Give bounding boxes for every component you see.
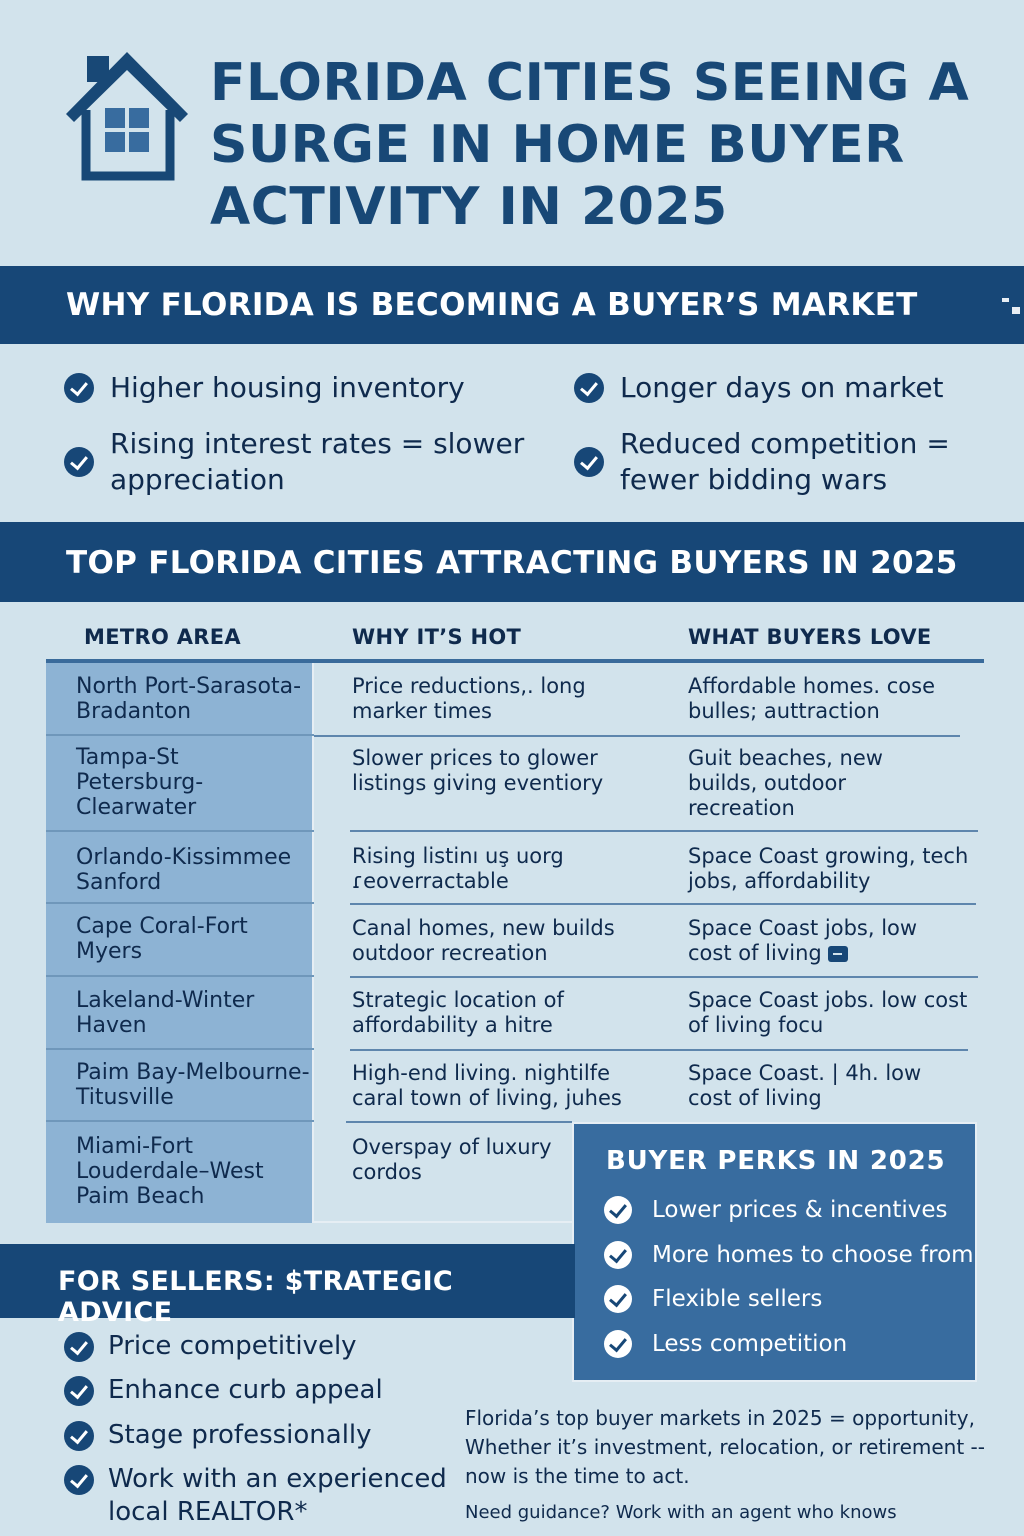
seller-tip: Enhance curb appeal bbox=[64, 1374, 383, 1407]
check-circle-icon bbox=[574, 447, 604, 477]
why-hot-cell: Strategic location of affordability a hi… bbox=[352, 988, 564, 1037]
metro-cell: Cape Coral-Fort Myers bbox=[76, 914, 248, 964]
why-hot-cell: Canal homes, new builds outdoor recreati… bbox=[352, 916, 615, 965]
row-divider bbox=[314, 735, 960, 737]
metro-cell: Miami-Fort Louderdale–West Paim Beach bbox=[76, 1134, 264, 1209]
seller-tip-text: Price competitively bbox=[108, 1331, 357, 1361]
seller-tip-text: Stage professionally bbox=[108, 1420, 372, 1450]
seller-tip: Price competitively bbox=[64, 1330, 357, 1363]
seller-tip: Work with an experienced local REALTOR* bbox=[64, 1463, 454, 1529]
buyers-love-cell: Space Coast jobs. low cost of living foc… bbox=[688, 988, 968, 1037]
seller-tip: Stage professionally bbox=[64, 1419, 372, 1452]
row-divider bbox=[350, 1049, 968, 1051]
why-item: Reduced competition = fewer bidding wars bbox=[574, 426, 994, 498]
why-hot-cell: Rising listinı uş uorg ɾeoverractable bbox=[352, 844, 564, 893]
why-section-banner: WHY FLORIDA IS BECOMING A BUYER’S MARKET bbox=[0, 266, 1024, 344]
why-hot-cell: Price reductions,. long marker times bbox=[352, 674, 586, 723]
seller-tip-text: Work with an experienced local REALTOR* bbox=[108, 1464, 447, 1527]
page-title: FLORIDA CITIES SEEING A SURGE IN HOME BU… bbox=[210, 53, 970, 237]
metro-cell: Paim Bay-Melbourne-Titusville bbox=[46, 1050, 314, 1122]
check-circle-icon bbox=[64, 1465, 94, 1495]
perk-text: Flexible sellers bbox=[652, 1286, 823, 1312]
row-divider bbox=[350, 903, 976, 905]
card-icon bbox=[827, 946, 848, 962]
perk-text: More homes to choose from bbox=[652, 1242, 974, 1268]
check-circle-icon bbox=[604, 1285, 632, 1313]
column-header-metro: METRO AREA bbox=[84, 625, 241, 649]
why-item-text: Higher housing inventory bbox=[110, 371, 465, 404]
check-circle-icon bbox=[604, 1330, 632, 1358]
metro-cell: Tampa-St Petersburg-Clearwater bbox=[76, 745, 204, 820]
check-circle-icon bbox=[64, 1376, 94, 1406]
header-divider bbox=[46, 659, 984, 663]
perk-item: More homes to choose from bbox=[604, 1241, 974, 1269]
check-circle-icon bbox=[64, 1332, 94, 1362]
perks-heading: BUYER PERKS IN 2025 bbox=[606, 1146, 946, 1176]
buyers-love-cell: Space Coast jobs, low cost of living bbox=[688, 916, 958, 966]
why-item: Rising interest rates = slower appreciat… bbox=[64, 426, 544, 498]
row-divider bbox=[350, 976, 978, 978]
check-circle-icon bbox=[64, 447, 94, 477]
row-divider bbox=[350, 830, 978, 832]
decorative-dots bbox=[1000, 296, 1020, 316]
metro-cell: Lakeland-Winter Haven bbox=[76, 988, 255, 1038]
check-circle-icon bbox=[574, 373, 604, 403]
cities-section-banner: TOP FLORIDA CITIES ATTRACTING BUYERS IN … bbox=[0, 522, 1024, 602]
why-item-text: Rising interest rates = slower appreciat… bbox=[110, 427, 525, 496]
check-circle-icon bbox=[604, 1196, 632, 1224]
perk-text: Less competition bbox=[652, 1331, 848, 1357]
sellers-section-heading: FOR SELLERS: $TRATEGIC ADVICE bbox=[58, 1266, 454, 1328]
cities-section-heading: TOP FLORIDA CITIES ATTRACTING BUYERS IN … bbox=[66, 545, 958, 581]
perk-item: Lower prices & incentives bbox=[604, 1196, 948, 1224]
closing-paragraph: Florida’s top buyer markets in 2025 = op… bbox=[465, 1406, 985, 1488]
why-item-text: Longer days on market bbox=[620, 371, 944, 404]
buyers-love-cell: Guit beaches, new builds, outdoor recrea… bbox=[688, 746, 883, 820]
check-circle-icon bbox=[64, 373, 94, 403]
buyers-love-cell: Affordable homes. cose bulles; auttracti… bbox=[688, 674, 935, 723]
why-item-text: Reduced competition = fewer bidding wars bbox=[620, 427, 950, 496]
metro-cell: North Port-Sarasota-Bradanton bbox=[46, 663, 314, 736]
buyers-love-cell: Space Coast growing, tech jobs, affordab… bbox=[688, 844, 969, 893]
column-header-why-hot: WHY IT’S HOT bbox=[352, 625, 522, 649]
why-hot-cell: Overspay of luxury cordos bbox=[352, 1135, 552, 1184]
row-divider bbox=[346, 1121, 572, 1123]
column-header-buyers-love: WHAT BUYERS LOVE bbox=[688, 625, 932, 649]
seller-tip-text: Enhance curb appeal bbox=[108, 1375, 383, 1405]
perk-item: Flexible sellers bbox=[604, 1285, 822, 1313]
why-hot-cell: Slower prices to glower listings giving … bbox=[352, 746, 604, 795]
check-circle-icon bbox=[64, 1421, 94, 1451]
row-divider bbox=[314, 1221, 574, 1223]
check-circle-icon bbox=[604, 1241, 632, 1269]
metro-column: North Port-Sarasota-Bradanton Tampa-St P… bbox=[46, 663, 314, 1223]
buyer-perks-box: BUYER PERKS IN 2025 Lower prices & incen… bbox=[572, 1122, 977, 1382]
why-item: Longer days on market bbox=[574, 370, 944, 406]
perk-text: Lower prices & incentives bbox=[652, 1197, 948, 1223]
why-hot-cell: High-end living. nightilfe caral town of… bbox=[352, 1061, 622, 1110]
buyers-love-text: Space Coast jobs, low cost of living bbox=[688, 916, 918, 965]
metro-cell: Orlando-Kissimmee Sanford bbox=[46, 832, 314, 904]
buyers-love-cell: Space Coast. | 4h. low cost of living bbox=[688, 1061, 922, 1110]
guidance-text: Need guidance? Work with an agent who kn… bbox=[465, 1502, 897, 1523]
perk-item: Less competition bbox=[604, 1330, 847, 1358]
sellers-section-banner: FOR SELLERS: $TRATEGIC ADVICE bbox=[0, 1244, 575, 1328]
why-item: Higher housing inventory bbox=[64, 370, 465, 406]
house-icon bbox=[62, 48, 192, 183]
why-section-heading: WHY FLORIDA IS BECOMING A BUYER’S MARKET bbox=[66, 287, 918, 323]
